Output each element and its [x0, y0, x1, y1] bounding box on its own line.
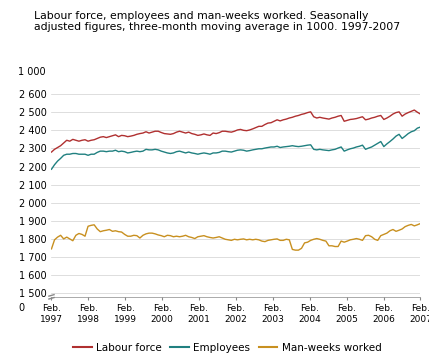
- Line: Employees: Employees: [51, 127, 420, 169]
- Employees: [406, 131, 411, 136]
- Labour force: [284, 117, 289, 121]
- Man-weeks worked: [409, 222, 414, 227]
- Man-weeks worked: [293, 248, 298, 252]
- Employees: [250, 148, 255, 152]
- Labour force: [49, 150, 54, 154]
- Labour force: [134, 132, 139, 136]
- Legend: Labour force, Employees, Man-weeks worked: Labour force, Employees, Man-weeks worke…: [69, 338, 386, 357]
- Labour force: [418, 112, 423, 116]
- Text: Labour force, employees and man-weeks worked. Seasonally
adjusted figures, three: Labour force, employees and man-weeks wo…: [34, 11, 400, 33]
- Employees: [49, 167, 54, 172]
- Employees: [134, 149, 139, 153]
- Labour force: [250, 127, 255, 131]
- Labour force: [390, 112, 396, 116]
- Line: Labour force: Labour force: [51, 110, 420, 152]
- Man-weeks worked: [168, 233, 173, 238]
- Man-weeks worked: [284, 237, 289, 241]
- Employees: [418, 125, 423, 129]
- Line: Man-weeks worked: Man-weeks worked: [51, 223, 420, 250]
- Man-weeks worked: [393, 229, 399, 233]
- Labour force: [406, 110, 411, 115]
- Man-weeks worked: [134, 233, 139, 238]
- Employees: [284, 144, 289, 149]
- Employees: [390, 137, 396, 141]
- Employees: [168, 151, 173, 156]
- Text: 0: 0: [18, 303, 24, 313]
- Labour force: [168, 132, 173, 136]
- Man-weeks worked: [250, 238, 255, 242]
- Labour force: [412, 108, 417, 112]
- Man-weeks worked: [418, 221, 423, 226]
- Text: 1 000: 1 000: [18, 67, 46, 77]
- Man-weeks worked: [49, 247, 54, 251]
